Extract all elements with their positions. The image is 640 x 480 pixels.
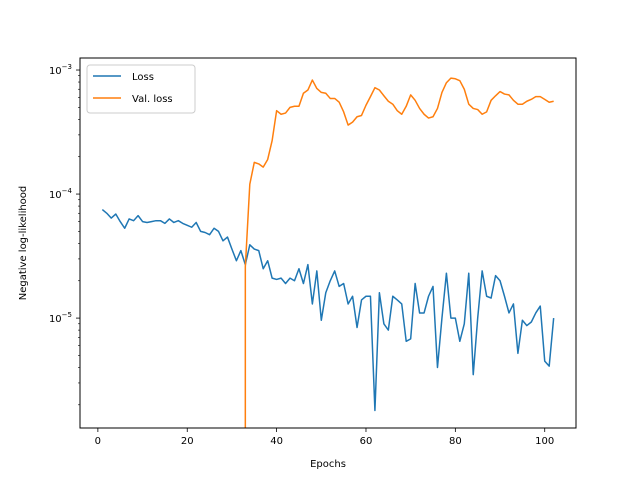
series-layer [101,77,555,428]
x-tick-label: 80 [449,436,462,447]
legend-label-val-loss: Val. loss [132,94,173,105]
series-line-val-loss [244,77,554,428]
x-axis-title: Epochs [310,459,346,470]
x-tick-label: 40 [270,436,283,447]
x-tick-label: 20 [181,436,194,447]
legend-box [86,64,196,114]
x-tick-label: 0 [95,436,101,447]
y-axis-title: Negative log-likelihood [18,186,29,301]
y-tick-label: 10−5 [49,311,72,325]
series-line-loss [101,208,555,412]
y-tick-label: 10−3 [49,63,72,77]
legend-label-loss: Loss [132,72,154,83]
x-tick-label: 100 [535,436,554,447]
legend: Loss Val. loss [86,64,196,114]
y-tick-label: 10−4 [49,187,73,201]
plot-frame [79,57,577,429]
x-tick-label: 60 [360,436,373,447]
